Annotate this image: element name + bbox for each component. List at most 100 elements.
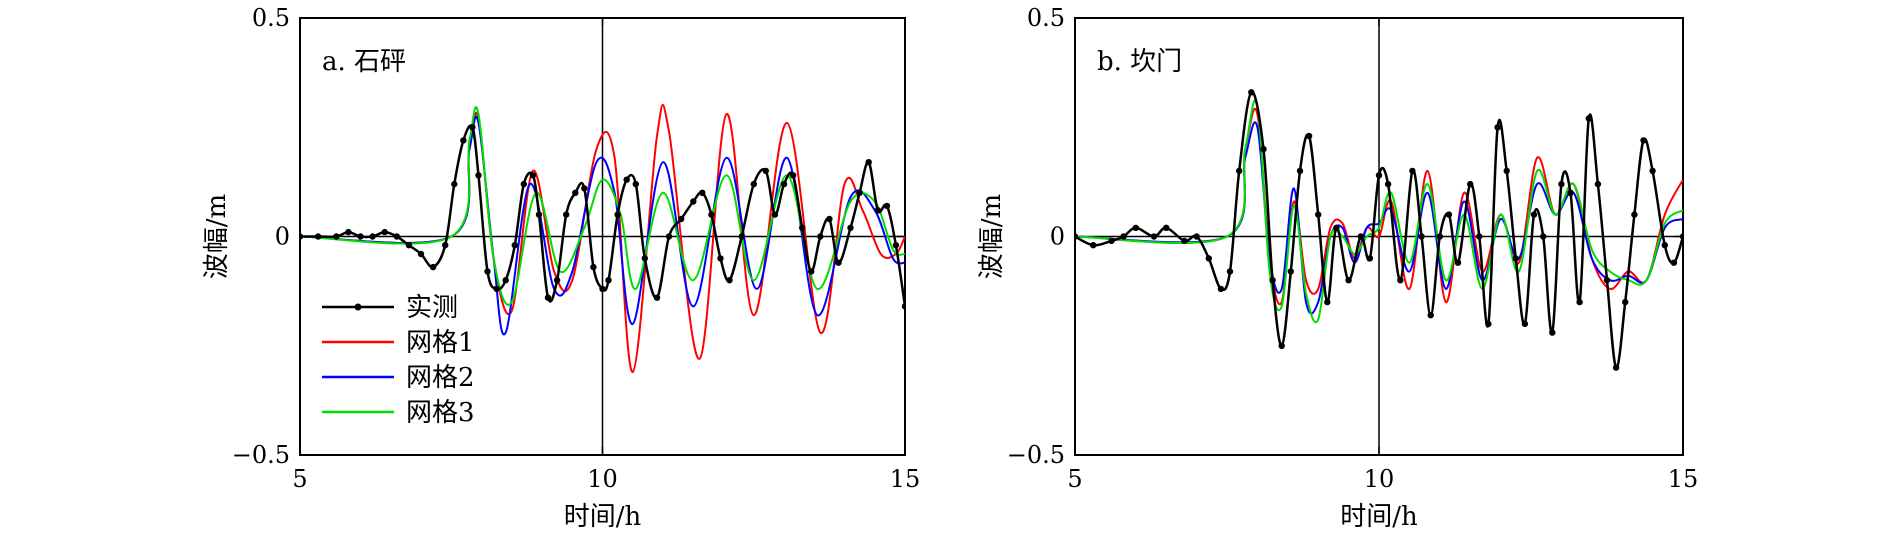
data-point <box>544 294 552 301</box>
data-point <box>599 285 606 293</box>
data-point <box>865 159 872 166</box>
data-point <box>1269 277 1276 284</box>
data-point <box>623 176 630 183</box>
data-point <box>678 215 685 223</box>
data-point <box>874 207 881 214</box>
data-point <box>1315 211 1322 218</box>
x-tick-label: 15 <box>890 465 921 493</box>
panel-label: b. 坎门 <box>1097 47 1182 77</box>
data-point <box>1324 298 1331 306</box>
data-point <box>529 172 537 179</box>
data-point <box>381 228 388 236</box>
data-point <box>460 137 467 144</box>
data-point <box>665 233 673 240</box>
data-point <box>892 242 900 249</box>
x-tick-label: 15 <box>1668 465 1699 493</box>
data-point <box>535 211 543 218</box>
data-point <box>333 233 340 240</box>
data-point <box>1567 189 1574 196</box>
y-axis-label: 波幅/m <box>202 194 232 279</box>
plot-area <box>300 103 905 374</box>
data-point <box>883 202 891 210</box>
data-point <box>1217 285 1225 293</box>
data-point <box>901 303 905 310</box>
x-tick-label: 10 <box>1364 465 1395 493</box>
data-point <box>780 180 788 188</box>
data-point <box>717 255 724 262</box>
data-point <box>1120 233 1127 240</box>
x-tick-label: 5 <box>292 465 307 493</box>
y-axis-label: 波幅/m <box>977 194 1007 279</box>
data-point <box>1397 277 1404 284</box>
data-point <box>1305 132 1313 140</box>
data-point <box>808 268 815 275</box>
data-point <box>1205 255 1213 262</box>
data-point <box>1530 211 1538 218</box>
data-point <box>1278 342 1285 349</box>
data-point <box>429 263 437 271</box>
data-point <box>345 228 352 236</box>
data-point <box>502 277 509 284</box>
series-line-3 <box>300 106 905 306</box>
data-point <box>605 277 612 284</box>
data-point <box>1540 233 1547 240</box>
data-point <box>1454 259 1462 266</box>
legend-label-1: 网格1 <box>406 328 475 358</box>
data-point <box>632 180 639 188</box>
data-point <box>1193 233 1200 240</box>
data-point <box>520 180 527 188</box>
data-point <box>847 224 854 231</box>
data-point <box>1296 167 1304 175</box>
data-point <box>1585 115 1593 122</box>
data-point <box>1558 180 1565 188</box>
data-point <box>1521 320 1529 328</box>
data-point <box>1494 124 1501 131</box>
data-point <box>369 233 376 240</box>
data-point <box>475 172 482 179</box>
data-point <box>442 242 449 249</box>
plot-area <box>1075 89 1683 371</box>
legend-label-3: 网格3 <box>406 398 475 428</box>
y-tick-label: 0 <box>275 223 290 251</box>
legend-marker <box>354 303 362 311</box>
data-point <box>357 233 364 240</box>
panel-b: 5 10 15 0.5 0 −0.5 时间/h 波幅/m b. 坎门 <box>977 4 1698 532</box>
data-point <box>835 259 842 266</box>
data-point <box>405 242 413 249</box>
data-point <box>1576 298 1583 306</box>
legend-label-2: 网格2 <box>406 363 475 393</box>
data-point <box>1679 233 1683 240</box>
data-point <box>1248 89 1255 96</box>
data-point <box>1661 242 1669 249</box>
data-point <box>1622 298 1629 306</box>
data-point <box>581 185 588 192</box>
data-point <box>1375 172 1383 179</box>
y-tick-label: 0 <box>1050 223 1065 251</box>
data-point <box>590 263 597 271</box>
data-point <box>1226 268 1234 275</box>
data-point <box>1427 312 1434 319</box>
data-point <box>1436 233 1444 240</box>
data-point <box>1163 224 1170 231</box>
data-point <box>1512 255 1520 262</box>
data-point <box>1603 277 1611 284</box>
data-point <box>484 268 491 275</box>
data-point <box>762 167 769 175</box>
data-point <box>826 215 833 223</box>
data-point <box>1287 268 1295 275</box>
data-point <box>1476 233 1483 240</box>
data-point <box>1649 167 1656 175</box>
data-point <box>799 224 806 231</box>
data-point <box>493 285 500 293</box>
data-point <box>563 211 570 218</box>
data-point <box>417 250 425 258</box>
x-axis-label: 时间/h <box>564 502 642 532</box>
data-point <box>451 180 458 188</box>
data-point <box>614 211 621 218</box>
data-point <box>750 180 757 188</box>
data-point <box>314 233 322 240</box>
data-point <box>1467 180 1474 188</box>
x-axis-label: 时间/h <box>1340 502 1418 532</box>
